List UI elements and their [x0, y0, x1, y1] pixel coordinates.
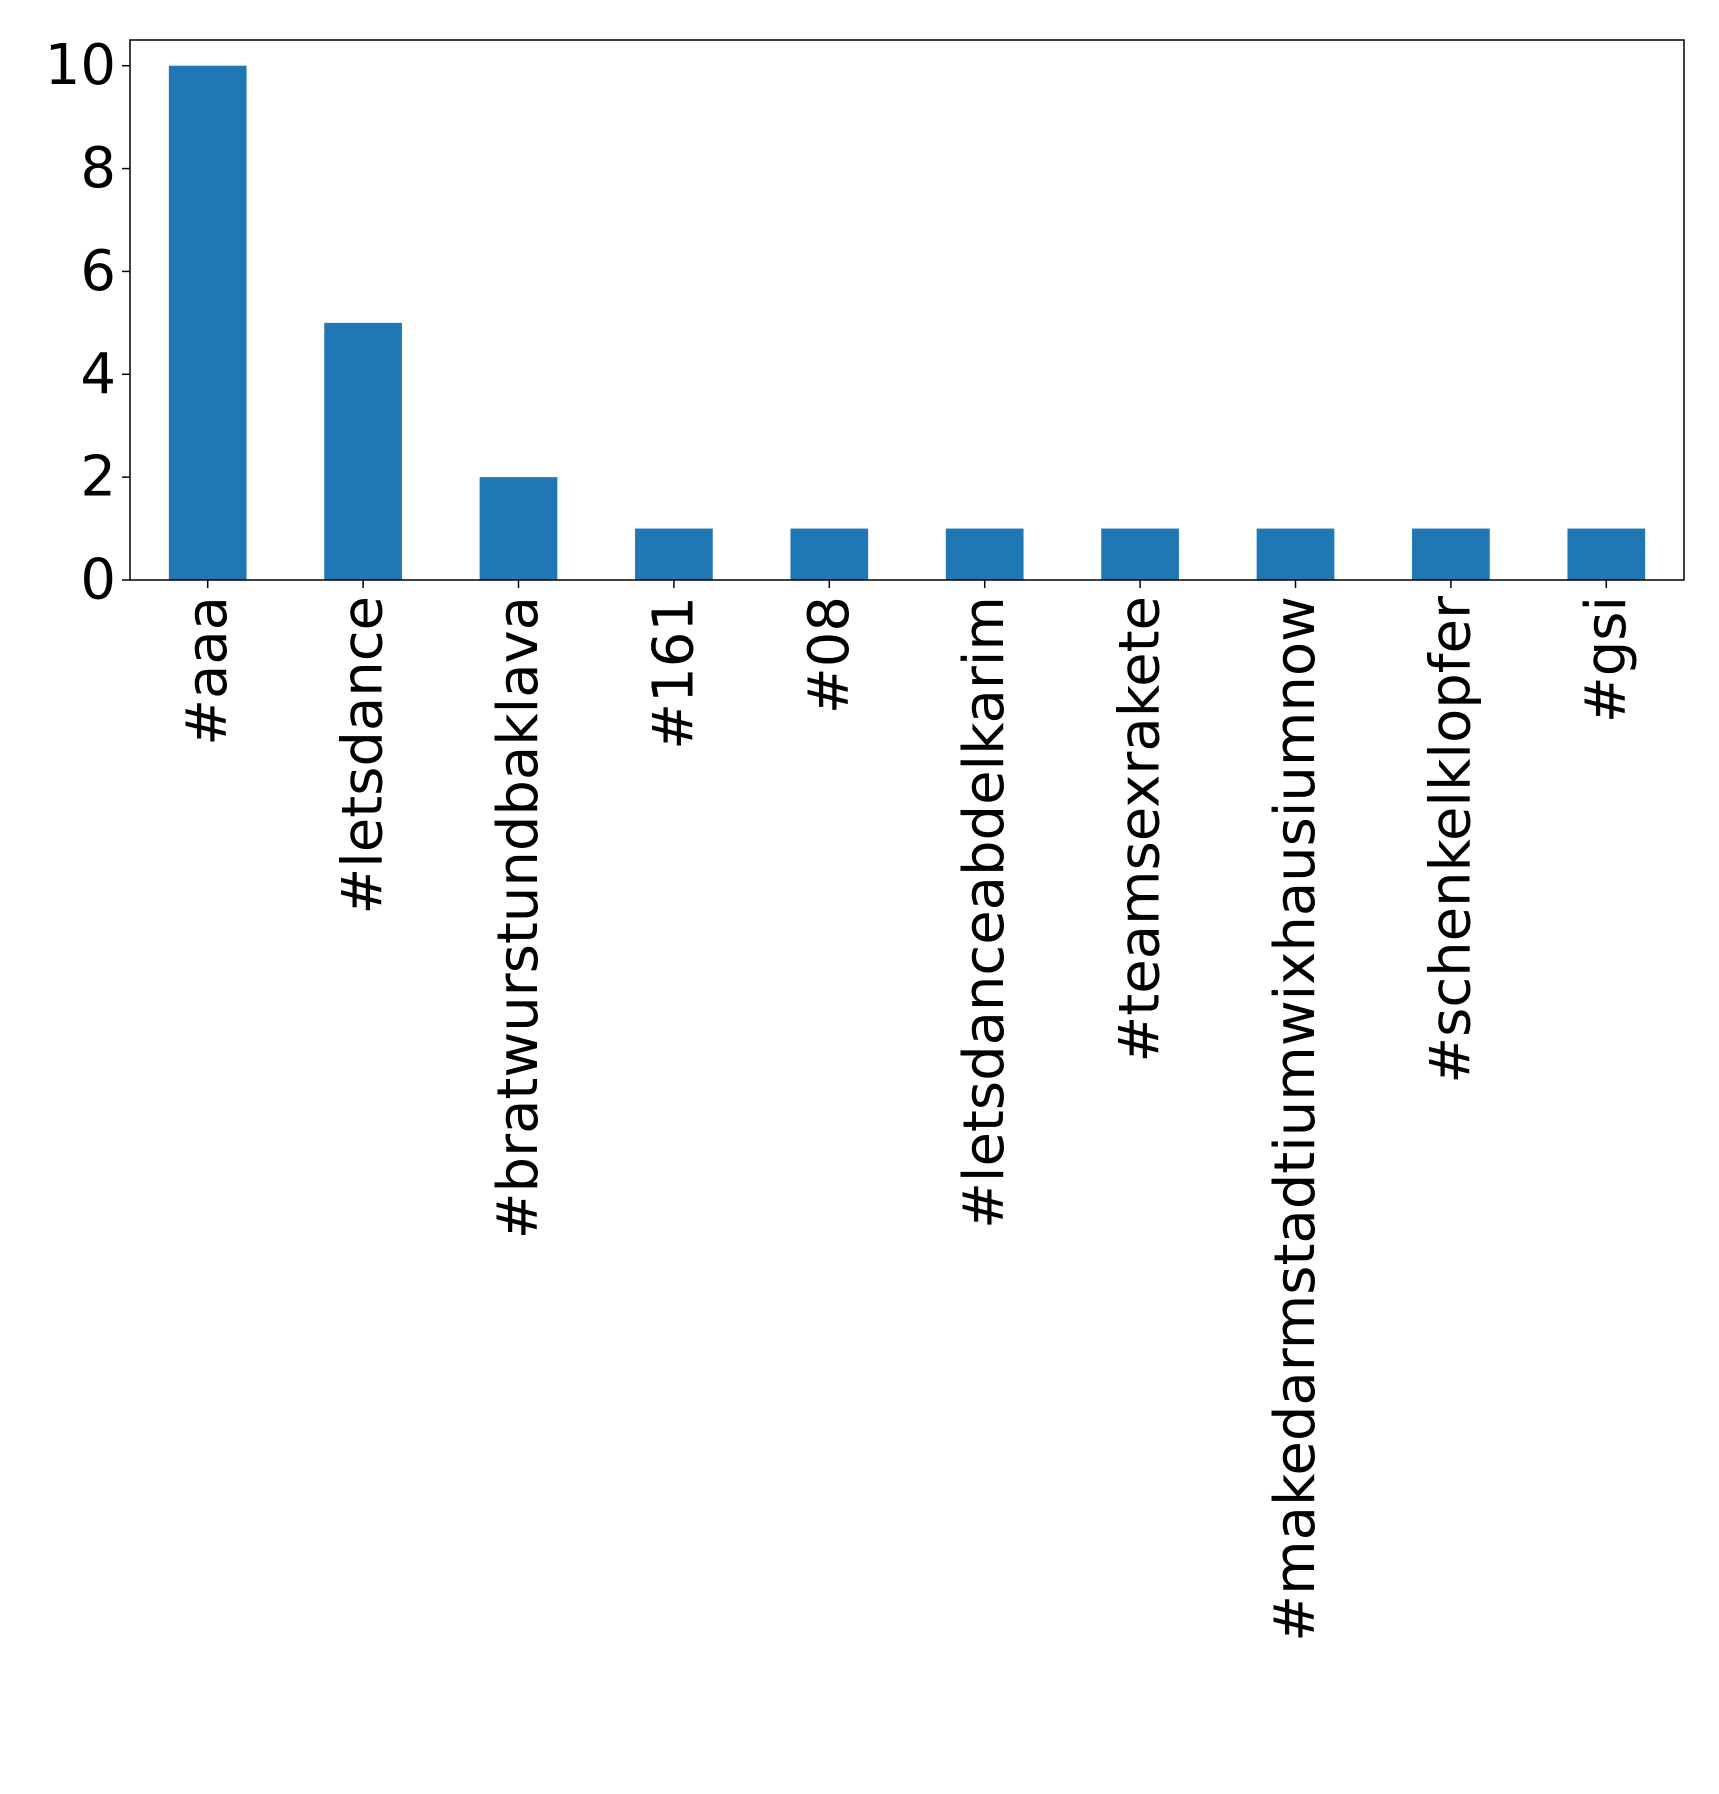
bar-0: [168, 65, 247, 580]
x-tick-label-1: #letsdance: [331, 596, 396, 915]
x-tick-label-8: #schenkelklopfer: [1418, 595, 1483, 1084]
x-tick-label-6: #teamsexrakete: [1108, 596, 1173, 1063]
x-tick-label-3: #161: [641, 596, 706, 750]
bar-4: [790, 528, 869, 580]
y-tick-label-1: 2: [80, 445, 116, 510]
x-tick-label-4: #08: [797, 596, 862, 714]
x-tick-label-9: #gsi: [1574, 596, 1639, 723]
bar-5: [945, 528, 1024, 580]
y-tick-label-5: 10: [45, 33, 116, 98]
bars-layer: [168, 65, 1646, 580]
bar-9: [1567, 528, 1646, 580]
x-tick-label-7: #makedarmstadtiumwixhausiumnow: [1263, 596, 1328, 1642]
bar-8: [1412, 528, 1490, 580]
x-tick-label-5: #letsdanceabdelkarim: [952, 596, 1017, 1229]
y-axis: 0 2 4 6 8 10: [45, 33, 130, 613]
x-tick-label-0: #aaa: [175, 596, 240, 746]
y-tick-label-0: 0: [80, 548, 116, 613]
y-tick-label-3: 6: [80, 239, 116, 304]
x-axis: #aaa #letsdance #bratwurstundbaklava #161 #0…: [175, 580, 1639, 1642]
y-tick-label-2: 4: [80, 342, 116, 407]
bar-3: [635, 528, 713, 580]
x-tick-label-2: #bratwurstundbaklava: [486, 596, 551, 1239]
y-tick-label-4: 8: [80, 136, 116, 201]
bar-7: [1256, 528, 1335, 580]
bar-6: [1101, 528, 1179, 580]
bar-2: [479, 477, 558, 580]
plot-frame: [129, 39, 1685, 581]
bar-1: [324, 322, 402, 580]
